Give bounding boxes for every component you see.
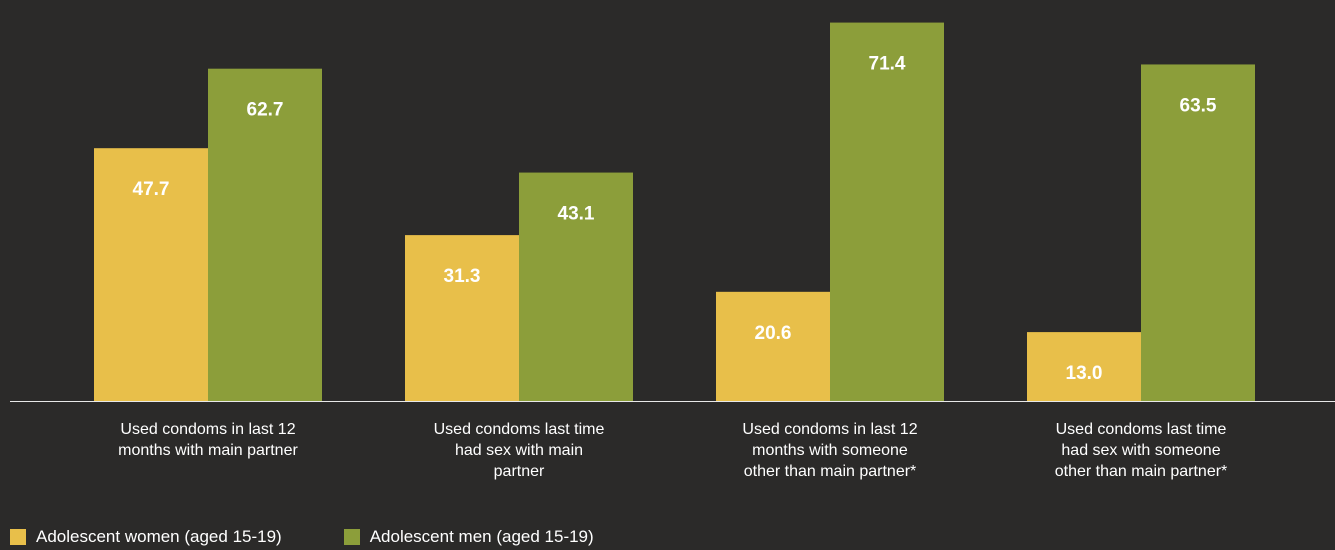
category-label-line: Used condoms last time	[434, 421, 605, 438]
bar-value-label: 71.4	[869, 54, 906, 75]
bar-women-2	[405, 235, 519, 401]
category-label-line: months with main partner	[118, 442, 298, 459]
bar-value-label: 31.3	[444, 266, 481, 287]
bar-value-label: 13.0	[1066, 363, 1103, 384]
legend: Adolescent women (aged 15-19) Adolescent…	[10, 527, 594, 547]
bar-value-label: 20.6	[755, 323, 792, 344]
bars-group: 47.7 62.7 31.3 43.1 20.6 71.4 13.0 63.5	[94, 22, 1255, 402]
category-label-2: Used condoms last time had sex with main p…	[434, 421, 605, 480]
category-labels-group: Used condoms in last 12 months with main …	[118, 421, 1227, 480]
category-label-3: Used condoms in last 12 months with someo…	[742, 421, 917, 480]
bar-women-3	[716, 291, 830, 401]
bar-women-1	[94, 148, 208, 401]
legend-label-men: Adolescent men (aged 15-19)	[369, 527, 594, 546]
legend-swatch-men	[343, 529, 360, 545]
bar-men-1	[208, 68, 322, 401]
bar-men-2	[519, 172, 633, 401]
category-label-line: other than main partner*	[744, 463, 917, 480]
legend-item-women: Adolescent women (aged 15-19)	[10, 527, 282, 547]
bar-value-label: 43.1	[558, 204, 595, 225]
bar-value-label: 63.5	[1180, 95, 1217, 116]
bar-men-4	[1141, 64, 1255, 401]
category-label-line: Used condoms in last 12	[742, 421, 917, 438]
category-label-line: Used condoms in last 12	[120, 421, 295, 438]
category-label-1: Used condoms in last 12 months with main …	[118, 421, 298, 459]
category-label-line: Used condoms last time	[1056, 421, 1227, 438]
category-label-line: other than main partner*	[1055, 463, 1228, 480]
bar-women-4	[1027, 332, 1141, 401]
bar-value-label: 62.7	[247, 100, 284, 121]
category-label-4: Used condoms last time had sex with someo…	[1055, 421, 1228, 480]
category-label-line: partner	[494, 463, 545, 480]
category-label-line: months with someone	[752, 442, 908, 459]
legend-label-women: Adolescent women (aged 15-19)	[36, 527, 282, 546]
legend-item-men: Adolescent men (aged 15-19)	[343, 527, 594, 547]
bar-men-3	[830, 22, 944, 402]
category-label-line: had sex with main	[455, 442, 583, 459]
bar-value-label: 47.7	[133, 179, 170, 200]
legend-swatch-women	[10, 529, 26, 545]
category-label-line: had sex with someone	[1061, 442, 1220, 459]
bar-chart: 47.7 62.7 31.3 43.1 20.6 71.4 13.0 63.5 Used co…	[10, 22, 1335, 480]
